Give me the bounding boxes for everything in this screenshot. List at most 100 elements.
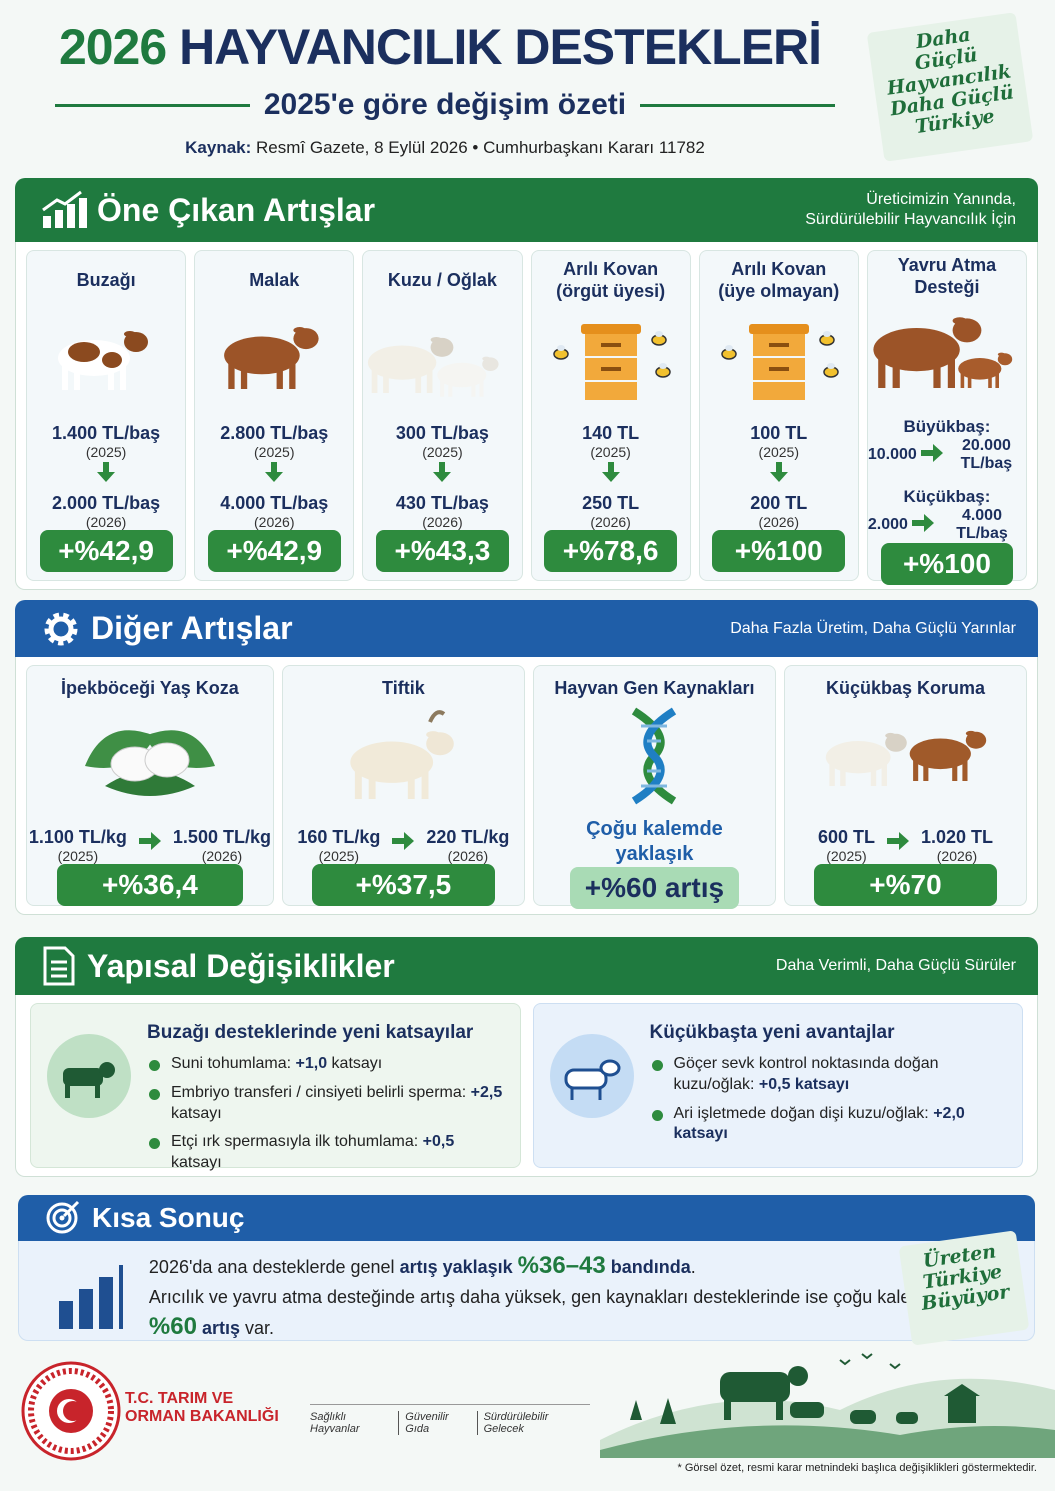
tagline-line: Üreticimizin Yanında, (866, 191, 1016, 208)
illustration-part (368, 336, 499, 397)
values: 1.100 TL/kg (2025) 1.500 TL/kg (2026) (29, 823, 271, 864)
illustration-part (873, 328, 960, 372)
illustration-part (966, 730, 977, 736)
ministry-line: ORMAN BAKANLIĞI (125, 1408, 279, 1426)
illustration-part (630, 1398, 676, 1424)
text-segment: Göçer sevk kontrol noktasında doğan kuzu… (673, 1055, 939, 1093)
card-name: Arılı Kovan (üye olmayan) (718, 255, 839, 306)
slogan-badge: Daha Güçlü Hayvancılık Daha Güçlü Türkiye (866, 12, 1034, 162)
arrow-icon (911, 513, 934, 537)
footer-tag: Güvenilir Gıda (398, 1411, 476, 1435)
section-title: Öne Çıkan Artışlar (97, 191, 376, 228)
rule (55, 103, 250, 107)
new-col: 220 TL/kg (2026) (426, 823, 509, 864)
illustration-part (913, 755, 919, 781)
illustration (820, 706, 990, 811)
arrow-icon (769, 462, 788, 487)
note-line: yaklaşık (615, 842, 694, 865)
illustration-part (482, 356, 491, 361)
old-year: (2025) (254, 444, 295, 460)
arrow-icon (392, 831, 415, 855)
values: 600 TL (2025) 1.020 TL (2026) (818, 823, 993, 864)
illustration-part (95, 1082, 100, 1098)
new-col: 1.500 TL/kg (2026) (173, 823, 271, 864)
illustration-part (437, 362, 487, 388)
illustration-part (600, 1425, 1055, 1458)
change-badge: +%37,5 (311, 863, 495, 906)
section-title: Yapısal Değişiklikler (87, 947, 395, 984)
group: Küçükbaş: 2.000 4.000 TL/baş (868, 487, 1026, 543)
illustration-part (79, 198, 87, 228)
text-segment: +0,5 (422, 1133, 455, 1151)
panel-list: Göçer sevk kontrol noktasında doğan kuzu… (650, 1054, 1009, 1145)
old-value: 2.800 TL/baş (220, 423, 329, 443)
illustration-part (549, 1034, 634, 1118)
old-value: 100 TL (750, 423, 808, 443)
old-value: 10.000 (867, 446, 917, 464)
structural-box: Buzağı desteklerinde yeni katsayılar Suni… (30, 1003, 521, 1171)
illustration-part (408, 764, 416, 799)
illustration-part (600, 343, 621, 347)
panel-list: Suni tohumlama: +1,0 katsayı Embriyo tran… (147, 1054, 506, 1174)
other-card: İpekböceği Yaş Koza 1.100 TL/kg (2025) 1.50… (26, 665, 274, 906)
illustration-part (944, 1384, 980, 1396)
illustration-part (599, 1059, 620, 1077)
subtitle: 2025'e göre değişim özeti (263, 88, 627, 121)
card-name-line: Arılı Kovan (563, 258, 659, 279)
text-segment: artış yaklaşık (399, 1257, 518, 1277)
illustration-part (878, 352, 886, 389)
section-title: Kısa Sonuç (92, 1202, 245, 1233)
section-tagline: Daha Fazla Üretim, Daha Güçlü Yarınlar (730, 619, 1016, 637)
illustration-part (102, 352, 123, 368)
illustration-part (826, 740, 892, 773)
illustration-part (67, 204, 75, 228)
illustration-part (630, 1353, 980, 1424)
illustration-part (896, 1412, 918, 1424)
panel-icon (45, 1032, 133, 1125)
old-year: (2025) (590, 444, 631, 460)
illustration-part (920, 443, 943, 462)
illustration-part (752, 382, 805, 400)
section-tagline: Daha Verimli, Daha Güçlü Sürüler (775, 957, 1016, 974)
illustration-part (776, 1398, 783, 1420)
card-name-line: (üye olmayan) (718, 280, 840, 301)
arrow-icon (886, 831, 909, 855)
card-name-line: (örgüt üyesi) (556, 280, 666, 301)
change-badge: +%43,3 (376, 530, 509, 572)
illustration-part (658, 363, 667, 369)
illustration-part (962, 755, 968, 781)
illustration-part (52, 1208, 72, 1228)
old-col: 160 TL/kg (2025) (297, 823, 380, 864)
illustration-part (433, 462, 452, 482)
panel-item: Etçi ırk spermasıyla ilk tohumlama: +0,5… (147, 1132, 506, 1174)
new-value: 250 TL (582, 493, 640, 513)
old-value: 300 TL/baş (395, 423, 489, 443)
illustration-part (601, 462, 620, 482)
illustration-part (120, 360, 127, 390)
title-year: 2026 (58, 19, 167, 75)
illustration-part (265, 462, 284, 482)
old-year: (2025) (826, 847, 867, 864)
section-tagline: Üreticimizin Yanında, Sürdürülebilir Hayv… (805, 190, 1016, 230)
illustration (65, 706, 235, 811)
gear-icon (44, 612, 78, 645)
illustration-part (721, 324, 839, 400)
illustration-part (958, 358, 1002, 380)
illustration-part (769, 462, 788, 482)
arrow-icon (138, 831, 161, 855)
slogan-badge: Üreten Türkiye Büyüyor (898, 1230, 1030, 1346)
old-year: (2025) (57, 847, 99, 864)
title-text: HAYVANCILIK DESTEKLERİ (179, 19, 822, 75)
old-value: 160 TL/kg (297, 826, 381, 847)
old-col: 600 TL (2025) (818, 823, 875, 864)
target-icon (46, 1200, 80, 1234)
card-name: Malak (249, 255, 299, 306)
text-segment: +0,5 katsayı (758, 1075, 850, 1093)
text-segment: katsayı (171, 1104, 222, 1122)
document-icon (43, 946, 75, 986)
illustration-part (997, 352, 1005, 357)
illustration-part (437, 356, 499, 397)
illustration-part (826, 363, 835, 369)
illustration-part (892, 352, 900, 389)
illustration-part (63, 1062, 115, 1098)
